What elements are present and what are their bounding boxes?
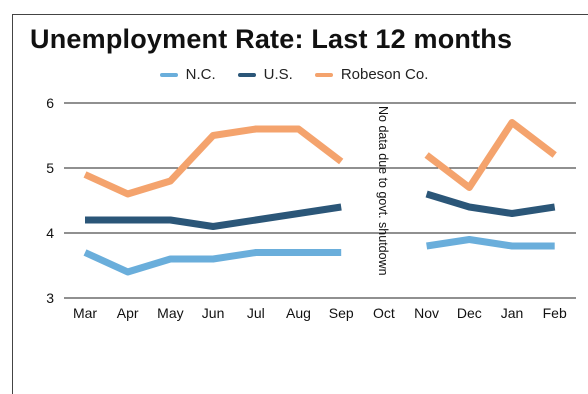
legend-swatch xyxy=(314,72,333,77)
y-tick-label: 3 xyxy=(46,290,54,306)
legend-entry-u-s: U.S. xyxy=(237,66,293,83)
chart-title: Unemployment Rate: Last 12 months xyxy=(30,24,513,54)
legend-entry-n-c: N.C. xyxy=(159,66,216,83)
series-line-n-c-segment-1 xyxy=(83,249,342,276)
legend-label: Robeson Co. xyxy=(340,66,429,83)
annotation-text: No data due to govt. shutdown xyxy=(376,106,390,276)
x-tick-label-aug: Aug xyxy=(286,305,311,321)
x-tick-label-apr: Apr xyxy=(117,305,139,321)
x-tick-label-jun: Jun xyxy=(202,305,225,321)
series-line-robeson-co-segment-2 xyxy=(424,119,557,191)
chart-frame xyxy=(12,14,588,394)
x-tick-label-sep: Sep xyxy=(329,305,354,321)
series-line-n-c-segment-2 xyxy=(426,236,555,250)
legend-label: N.C. xyxy=(185,66,216,83)
y-axis-ticks: 3 4 5 6 xyxy=(46,95,54,306)
x-axis-ticks: Mar Apr May Jun Jul Aug Sep Oct Nov Dec Jan Feb xyxy=(73,305,567,321)
series-u-s xyxy=(85,190,556,230)
legend-swatch xyxy=(237,72,256,77)
annotation-layer: No data due to govt. shutdown xyxy=(376,106,390,276)
x-tick-label-jul: Jul xyxy=(247,305,265,321)
chart-legend: N.C. U.S. Robeson Co. xyxy=(0,66,588,83)
y-tick-label: 4 xyxy=(46,225,54,241)
series-lines xyxy=(83,119,557,276)
gridlines xyxy=(64,102,576,299)
y-tick-label: 5 xyxy=(46,160,54,176)
series-line-robeson-co-segment-1 xyxy=(83,125,344,198)
x-tick-label-jan: Jan xyxy=(501,305,524,321)
x-tick-label-nov: Nov xyxy=(414,305,439,321)
legend-entry-robeson-co: Robeson Co. xyxy=(314,66,429,83)
x-tick-label-dec: Dec xyxy=(457,305,482,321)
series-line-u-s-segment-2 xyxy=(425,190,556,217)
series-n-c xyxy=(83,236,555,276)
legend-label: U.S. xyxy=(263,66,293,83)
series-line-u-s-segment-1 xyxy=(85,203,342,230)
x-tick-label-oct: Oct xyxy=(373,305,395,321)
x-tick-label-mar: Mar xyxy=(73,305,97,321)
series-robeson-co xyxy=(83,119,557,198)
x-tick-label-feb: Feb xyxy=(543,305,567,321)
legend-swatch xyxy=(159,72,178,77)
x-tick-label-may: May xyxy=(157,305,183,321)
y-tick-label: 6 xyxy=(46,95,54,111)
